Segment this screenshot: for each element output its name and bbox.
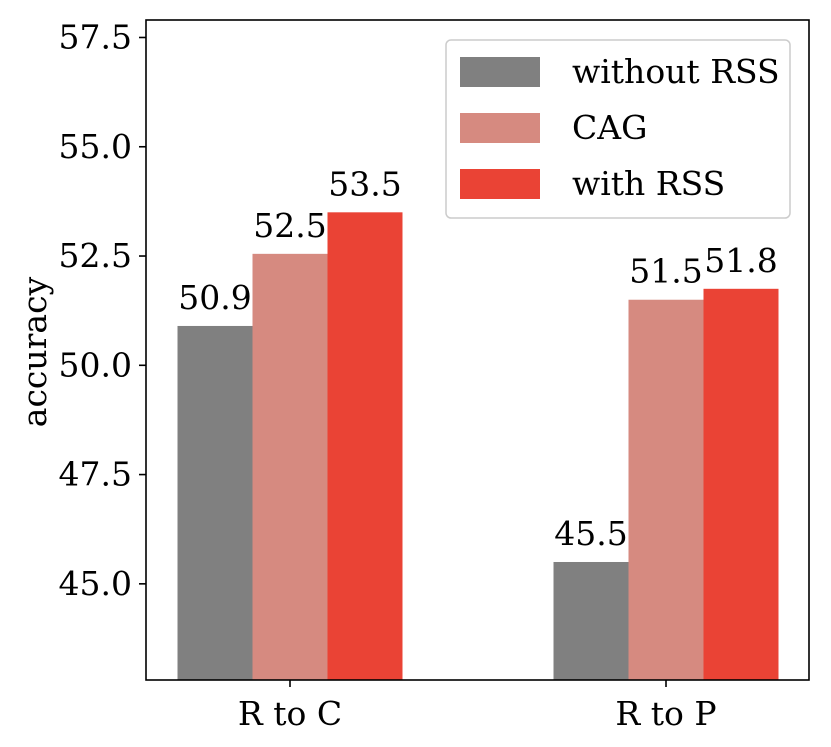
legend: without RSS CAG with RSS bbox=[445, 39, 791, 219]
data-label: 53.5 bbox=[328, 164, 401, 203]
bar-without-rss-r-to-p bbox=[553, 561, 629, 680]
data-label: 45.5 bbox=[554, 514, 627, 553]
bars-group bbox=[177, 212, 779, 681]
y-tick-label: 45.0 bbox=[59, 564, 132, 603]
y-tick-label: 57.5 bbox=[59, 17, 132, 56]
legend-label: CAG bbox=[572, 108, 647, 147]
bar-cag-r-to-p bbox=[628, 299, 704, 680]
legend-swatch bbox=[460, 169, 540, 199]
y-axis: 45.0 47.5 50.0 52.5 55.0 57.5 bbox=[59, 17, 146, 603]
bar-cag-r-to-c bbox=[252, 253, 328, 680]
y-tick-label: 50.0 bbox=[59, 345, 132, 384]
y-tick-label: 55.0 bbox=[59, 127, 132, 166]
plot-frame bbox=[145, 19, 810, 681]
y-tick-label: 47.5 bbox=[59, 455, 132, 494]
data-labels-group: 50.9 45.5 52.5 51.5 53.5 51.8 bbox=[178, 164, 777, 553]
x-tick-label: R to C bbox=[238, 694, 342, 733]
bar-without-rss-r-to-c bbox=[177, 325, 253, 680]
bar-with-rss-r-to-p bbox=[703, 288, 779, 680]
legend-label: with RSS bbox=[572, 164, 725, 203]
legend-swatch bbox=[460, 113, 540, 143]
y-axis-label: accuracy bbox=[15, 276, 54, 427]
data-label: 51.5 bbox=[629, 252, 702, 291]
data-label: 52.5 bbox=[253, 206, 326, 245]
y-tick-label: 52.5 bbox=[59, 236, 132, 275]
x-tick-label: R to P bbox=[615, 694, 716, 733]
legend-label: without RSS bbox=[572, 52, 780, 91]
x-axis: R to C R to P bbox=[238, 680, 717, 733]
data-label: 51.8 bbox=[704, 241, 777, 280]
legend-swatch bbox=[460, 57, 540, 87]
bar-with-rss-r-to-c bbox=[327, 212, 403, 681]
data-label: 50.9 bbox=[178, 278, 251, 317]
